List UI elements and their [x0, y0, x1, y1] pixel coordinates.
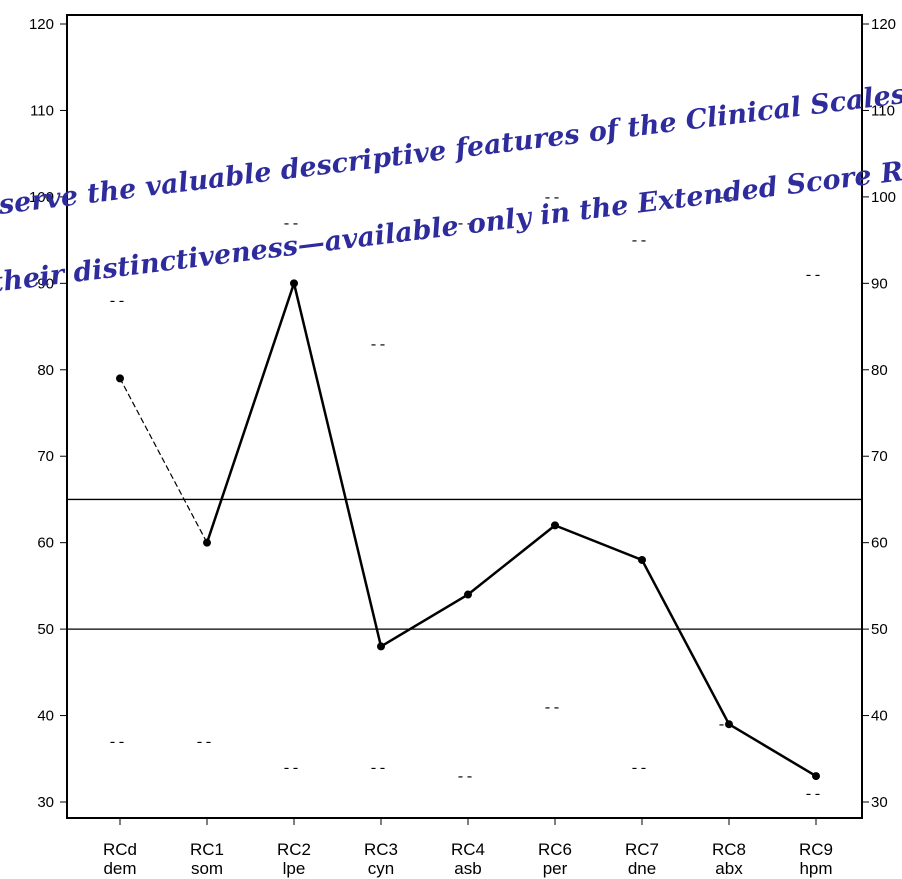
x-label-abbr-RC3: cyn: [368, 859, 394, 878]
range-marker-upper-RC2: --: [282, 216, 300, 233]
series-segment-RC8-RC9: [727, 722, 818, 778]
range-marker-upper-RC7: --: [630, 233, 648, 250]
x-label-abbr-RC2: lpe: [283, 859, 306, 878]
data-point-RC9: [812, 772, 820, 781]
x-label-abbr-RC8: abx: [715, 859, 743, 878]
plot-frame: [66, 14, 863, 819]
y-tick-label-right-110: 110: [871, 102, 895, 119]
series-segment-RC6-RC7: [553, 524, 644, 562]
range-marker-lower-RC7: --: [630, 760, 648, 777]
series-segment-RC1-RC2: [205, 282, 296, 544]
x-label-code-RC6: RC6: [538, 840, 572, 859]
x-label-code-RC3: RC3: [364, 840, 398, 859]
y-tick-label-left-30: 30: [37, 794, 54, 811]
series-line: [119, 282, 818, 778]
range-marker-lower-RC6: --: [543, 700, 561, 717]
range-marker-lower-RCd: --: [108, 734, 126, 751]
range-marker-lower-RC4: --: [456, 769, 474, 786]
y-tick-label-right-80: 80: [871, 362, 888, 379]
y-tick-label-left-40: 40: [37, 708, 54, 725]
x-label-abbr-RC9: hpm: [799, 859, 832, 878]
y-axis-left: 30 40 50 60 70 80 90 100 110 120: [29, 16, 67, 811]
y-tick-label-left-70: 70: [37, 448, 54, 465]
y-tick-label-left-80: 80: [37, 362, 54, 379]
data-point-RC4: [464, 590, 472, 599]
y-tick-label-right-60: 60: [871, 535, 888, 552]
range-marker-upper-RC6: --: [543, 190, 561, 207]
range-marker-lower-RC1: --: [195, 734, 213, 751]
x-label-code-RC8: RC8: [712, 840, 746, 859]
data-point-RC7: [638, 555, 646, 564]
y-tick-label-right-70: 70: [871, 448, 888, 465]
watermark: serve the valuable descriptive features …: [0, 79, 902, 299]
range-marker-upper-RC9: --: [804, 268, 822, 285]
data-point-RCd: [116, 374, 124, 383]
reference-lines: [67, 498, 862, 630]
data-point-RC3: [377, 642, 385, 651]
range-markers: ----------------------------------: [108, 190, 822, 803]
series-segment-RC3-RC4: [379, 593, 470, 648]
y-tick-label-left-50: 50: [37, 621, 54, 638]
range-marker-lower-RC3: --: [369, 760, 387, 777]
range-marker-lower-RC2: --: [282, 760, 300, 777]
x-label-code-RC7: RC7: [625, 840, 659, 859]
range-marker-upper-RC4: --: [456, 216, 474, 233]
x-label-abbr-RC7: dne: [628, 859, 656, 878]
y-tick-label-right-40: 40: [871, 708, 888, 725]
y-tick-label-left-110: 110: [30, 102, 54, 119]
series-segment-RC2-RC3: [292, 282, 383, 648]
x-label-code-RC4: RC4: [451, 840, 485, 859]
y-tick-label-left-60: 60: [37, 535, 54, 552]
x-label-abbr-RC1: som: [191, 859, 223, 878]
x-label-code-RCd: RCd: [103, 840, 137, 859]
watermark-line-2: their distinctiveness—available only in …: [0, 148, 902, 299]
x-label-abbr-RCd: dem: [103, 859, 136, 878]
y-tick-label-left-100: 100: [29, 189, 54, 206]
range-marker-lower-RC9: --: [804, 786, 822, 803]
data-point-RC1: [203, 538, 211, 547]
series-segment-RC4-RC6: [466, 524, 557, 596]
range-marker-upper-RC8: --: [717, 190, 735, 207]
x-label-code-RC9: RC9: [799, 840, 833, 859]
data-point-RC8: [725, 720, 733, 729]
x-label-code-RC2: RC2: [277, 840, 311, 859]
x-label-abbr-RC6: per: [543, 859, 568, 878]
series-segment-RCd-RC1: [119, 377, 208, 544]
y-tick-label-right-120: 120: [871, 16, 896, 33]
y-tick-label-right-90: 90: [871, 275, 888, 292]
y-axis-right: 30 40 50 60 70 80 90 100 110 120: [862, 16, 896, 811]
y-tick-label-right-100: 100: [871, 189, 896, 206]
data-points: [116, 279, 820, 781]
y-tick-label-left-120: 120: [29, 16, 54, 33]
y-tick-label-left-90: 90: [37, 275, 54, 292]
series-segment-RC7-RC8: [640, 558, 731, 726]
y-tick-label-right-30: 30: [871, 794, 888, 811]
y-tick-label-right-50: 50: [871, 621, 888, 638]
x-label-code-RC1: RC1: [190, 840, 224, 859]
data-point-RC2: [290, 279, 298, 288]
range-marker-upper-RC3: --: [369, 337, 387, 354]
x-label-abbr-RC4: asb: [454, 859, 481, 878]
data-point-RC6: [551, 521, 559, 530]
range-marker-upper-RCd: --: [108, 294, 126, 311]
